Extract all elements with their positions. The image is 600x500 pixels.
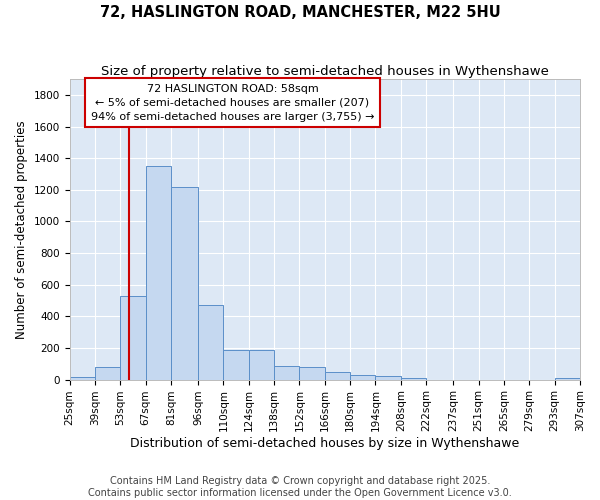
Bar xyxy=(274,366,299,380)
Bar xyxy=(171,186,198,380)
Text: Contains HM Land Registry data © Crown copyright and database right 2025.
Contai: Contains HM Land Registry data © Crown c… xyxy=(88,476,512,498)
Bar xyxy=(223,350,249,380)
X-axis label: Distribution of semi-detached houses by size in Wythenshawe: Distribution of semi-detached houses by … xyxy=(130,437,520,450)
Bar xyxy=(299,367,325,380)
Bar xyxy=(350,375,376,380)
Bar xyxy=(554,378,580,380)
Bar xyxy=(401,378,426,380)
Text: 72 HASLINGTON ROAD: 58sqm
← 5% of semi-detached houses are smaller (207)
94% of : 72 HASLINGTON ROAD: 58sqm ← 5% of semi-d… xyxy=(91,84,374,122)
Bar xyxy=(146,166,171,380)
Bar xyxy=(70,377,95,380)
Bar xyxy=(198,306,223,380)
Bar xyxy=(120,296,146,380)
Text: 72, HASLINGTON ROAD, MANCHESTER, M22 5HU: 72, HASLINGTON ROAD, MANCHESTER, M22 5HU xyxy=(100,5,500,20)
Title: Size of property relative to semi-detached houses in Wythenshawe: Size of property relative to semi-detach… xyxy=(101,65,549,78)
Bar xyxy=(95,367,120,380)
Bar xyxy=(325,372,350,380)
Y-axis label: Number of semi-detached properties: Number of semi-detached properties xyxy=(15,120,28,338)
Bar xyxy=(249,350,274,380)
Bar xyxy=(376,376,401,380)
